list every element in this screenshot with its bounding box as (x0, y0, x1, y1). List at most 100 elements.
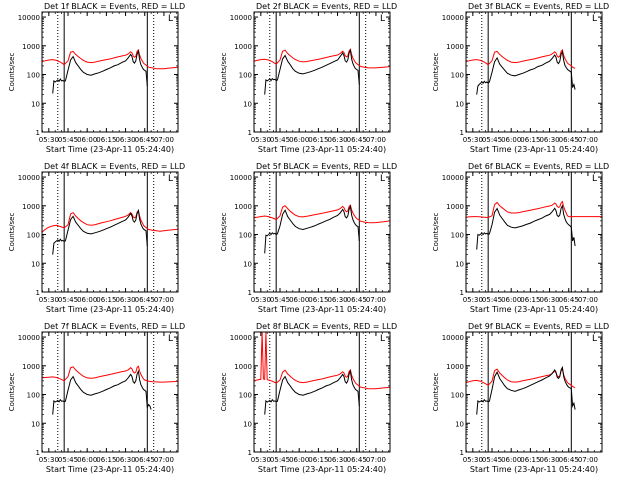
x-axis-label: Start Time (23-Apr-11 05:24:40) (46, 465, 174, 474)
panel-title: Det 2f BLACK = Events, RED = LLD (256, 2, 397, 11)
x-tick-label: 06:15 (308, 296, 328, 304)
events-series-line (264, 48, 360, 95)
plot-frame (253, 331, 391, 453)
y-tick-label: 1 (248, 129, 252, 137)
panel-title: Det 5f BLACK = Events, RED = LLD (256, 162, 397, 171)
y-tick-label: 100 (451, 392, 464, 400)
x-tick-label: 07:00 (578, 296, 598, 304)
x-axis-label: Start Time (23-Apr-11 05:24:40) (258, 145, 386, 154)
x-tick-label: 05:30 (463, 456, 483, 464)
x-tick-label: 05:30 (463, 136, 483, 144)
y-tick-label: 1000 (22, 43, 40, 51)
y-axis-label: Counts/sec (220, 213, 228, 252)
panel-title: Det 6f BLACK = Events, RED = LLD (468, 162, 609, 171)
x-tick-label: 06:30 (539, 456, 559, 464)
events-series-line (476, 204, 576, 250)
y-axis-label: Counts/sec (220, 373, 228, 412)
y-tick-label: 10 (31, 100, 40, 108)
plot-frame (41, 171, 179, 293)
x-tick-label: 05:45 (58, 136, 78, 144)
x-tick-label: 05:45 (270, 456, 290, 464)
y-tick-label: 1000 (22, 363, 40, 371)
corner-mark: L (380, 14, 385, 24)
corner-mark: L (380, 174, 385, 184)
chart-panel: Det 1f BLACK = Events, RED = LLD Counts/s… (8, 2, 185, 154)
plot-frame (253, 171, 391, 293)
y-axis-label: Counts/sec (432, 53, 440, 92)
x-tick-label: 06:45 (559, 296, 579, 304)
x-tick-label: 07:00 (578, 456, 598, 464)
y-tick-label: 10000 (230, 174, 252, 182)
lld-series-line (41, 209, 179, 233)
y-tick-label: 10 (243, 100, 252, 108)
plot-frame (41, 11, 179, 133)
x-tick-label: 06:00 (501, 136, 521, 144)
y-tick-label: 10000 (18, 14, 40, 22)
x-tick-label: 06:30 (327, 136, 347, 144)
plot-frame (465, 171, 603, 293)
y-tick-label: 1 (36, 449, 40, 457)
lld-series-line (465, 200, 602, 219)
x-tick-label: 06:15 (96, 456, 116, 464)
y-tick-label: 1000 (234, 363, 252, 371)
events-series-line (264, 204, 360, 254)
plot-frame (465, 11, 603, 133)
lld-series-line (253, 204, 391, 224)
y-tick-label: 10 (31, 260, 40, 268)
plot-frame (253, 11, 391, 133)
y-tick-label: 1 (460, 289, 464, 297)
y-tick-label: 1000 (446, 203, 464, 211)
y-tick-label: 1000 (22, 203, 40, 211)
events-series-line (52, 369, 152, 415)
y-tick-label: 10000 (18, 174, 40, 182)
y-tick-label: 100 (451, 232, 464, 240)
panel-title: Det 4f BLACK = Events, RED = LLD (44, 162, 185, 171)
x-tick-label: 06:45 (135, 456, 155, 464)
x-tick-label: 06:15 (520, 456, 540, 464)
x-tick-label: 05:45 (270, 136, 290, 144)
lld-series-line (41, 365, 179, 383)
plot-frame (465, 331, 603, 453)
x-axis-label: Start Time (23-Apr-11 05:24:40) (470, 305, 598, 314)
events-series-line (476, 50, 576, 95)
x-axis-label: Start Time (23-Apr-11 05:24:40) (46, 145, 174, 154)
y-tick-label: 1 (248, 289, 252, 297)
x-axis-label: Start Time (23-Apr-11 05:24:40) (258, 305, 386, 314)
x-tick-label: 06:00 (77, 136, 97, 144)
x-tick-label: 07:00 (366, 136, 386, 144)
y-tick-label: 10 (243, 260, 252, 268)
y-tick-label: 100 (239, 72, 252, 80)
x-tick-label: 06:15 (520, 296, 540, 304)
x-tick-label: 06:15 (96, 296, 116, 304)
panel-title: Det 3f BLACK = Events, RED = LLD (468, 2, 609, 11)
y-tick-label: 10 (455, 260, 464, 268)
corner-mark: L (168, 14, 173, 24)
y-tick-label: 10000 (230, 334, 252, 342)
x-tick-label: 06:30 (115, 296, 135, 304)
x-tick-label: 06:15 (308, 456, 328, 464)
y-tick-label: 10000 (442, 174, 464, 182)
x-tick-label: 06:00 (501, 456, 521, 464)
x-tick-label: 05:30 (39, 456, 59, 464)
y-tick-label: 10 (455, 100, 464, 108)
x-axis-label: Start Time (23-Apr-11 05:24:40) (470, 465, 598, 474)
y-tick-label: 100 (451, 72, 464, 80)
x-axis-label: Start Time (23-Apr-11 05:24:40) (470, 145, 598, 154)
x-tick-label: 06:30 (327, 296, 347, 304)
y-tick-label: 100 (27, 232, 40, 240)
x-tick-label: 06:00 (77, 296, 97, 304)
corner-mark: L (592, 174, 597, 184)
x-tick-label: 06:00 (289, 296, 309, 304)
y-tick-label: 1 (248, 449, 252, 457)
x-tick-label: 06:45 (347, 456, 367, 464)
x-tick-label: 07:00 (366, 456, 386, 464)
x-tick-label: 06:00 (289, 456, 309, 464)
y-axis-label: Counts/sec (432, 373, 440, 412)
x-tick-label: 06:30 (539, 136, 559, 144)
x-tick-label: 05:45 (270, 296, 290, 304)
y-tick-label: 100 (27, 72, 40, 80)
panel-title: Det 7f BLACK = Events, RED = LLD (44, 322, 185, 331)
x-tick-label: 06:45 (347, 136, 367, 144)
y-tick-label: 100 (239, 232, 252, 240)
